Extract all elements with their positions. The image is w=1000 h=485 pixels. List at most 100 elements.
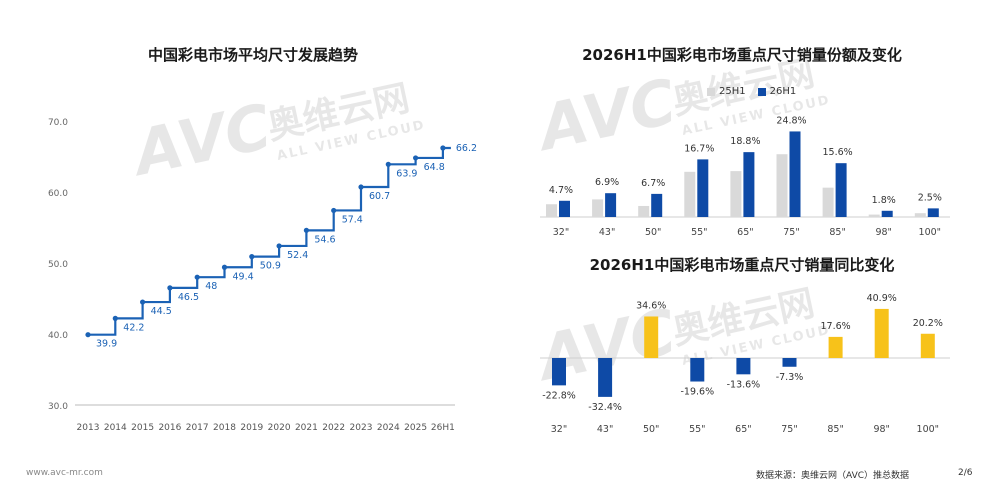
data-label: 46.5 [178,292,199,303]
bar-positive [874,308,889,358]
svg-text:AVC: AVC [528,65,682,166]
data-label: -22.8% [542,390,576,401]
bar-positive [644,316,659,358]
data-label: 1.8% [872,195,896,206]
x-tick-label: 98" [873,424,889,435]
bar-25h1 [822,187,834,217]
x-tick-label: 43" [597,424,613,435]
bar-26h1 [927,208,939,217]
x-tick-label: 50" [643,424,659,435]
data-label: 66.2 [456,143,477,154]
x-tick-label: 43" [599,227,615,238]
data-label: 17.6% [821,321,851,332]
data-label: 16.7% [684,143,714,154]
data-label: 63.9 [396,168,417,179]
legend-swatch-curr [757,87,766,96]
bar-26h1 [697,159,709,217]
chart2-legend: 25H1 26H1 [707,86,796,97]
bar-26h1 [881,210,893,217]
x-tick-label: 2024 [377,423,400,433]
line-point [331,207,337,214]
bar-26h1 [559,200,570,217]
chart1-title: 中国彩电市场平均尺寸发展趋势 [147,46,359,64]
data-label: -19.6% [680,387,714,398]
data-label: 57.4 [342,214,363,225]
data-label: 6.7% [641,178,665,189]
footer-website: www.avc-mr.com [26,468,103,478]
line-point [358,184,364,190]
bar-negative [690,358,705,382]
x-tick-label: 2018 [213,423,236,433]
data-label: -13.6% [727,379,761,390]
bar-26h1 [743,152,755,217]
x-tick-label: 55" [689,424,705,435]
x-tick-label: 2025 [404,423,427,433]
data-label: 2.5% [918,192,942,203]
bar-negative [736,358,751,375]
data-label: 50.9 [260,261,281,272]
data-label: 49.4 [233,271,254,282]
bar-25h1 [638,205,650,217]
line-point [85,332,91,338]
x-tick-label: 65" [735,424,751,435]
footer-source: 数据来源：奥维云网（AVC）推总数据 [756,471,910,481]
x-tick-label: 2021 [295,423,318,433]
chart2-title: 2026H1中国彩电市场重点尺寸销量份额及变化 [582,46,902,64]
line-point [276,243,282,249]
x-tick-label: 75" [781,424,797,435]
bar-negative [552,358,566,386]
x-tick-label: 2014 [104,423,127,433]
line-point [194,274,200,280]
x-tick-label: 85" [827,424,843,435]
x-tick-label: 2022 [322,423,345,433]
x-tick-label: 32" [551,424,567,435]
data-label: 60.7 [369,191,390,202]
y-tick-label: 30.0 [48,402,68,412]
bar-26h1 [651,193,663,217]
data-label: 34.6% [636,300,666,311]
line-series [88,146,451,336]
line-point [112,315,118,321]
bar-negative [598,358,613,397]
x-tick-label: 2015 [131,423,154,433]
line-point [413,155,419,161]
bar-26h1 [605,193,617,217]
data-label: 6.9% [595,177,619,188]
x-tick-label: 32" [553,227,569,238]
x-tick-label: 75" [783,227,799,238]
data-label: 24.8% [776,115,806,126]
x-tick-label: 98" [875,227,891,238]
bar-positive [828,336,843,358]
line-point [221,264,228,270]
y-tick-label: 40.0 [48,331,68,341]
x-tick-label: 2023 [350,423,373,433]
x-tick-label: 2013 [77,423,100,433]
data-label: 4.7% [549,185,573,196]
bar-26h1 [835,163,847,217]
line-point [140,299,146,305]
x-tick-label: 65" [737,227,753,238]
legend-swatch-prev [707,87,715,96]
x-tick-label: 85" [829,227,845,238]
data-label: 64.8 [424,162,445,173]
x-tick-label: 100" [919,227,942,238]
x-tick-label: 55" [691,227,707,238]
bar-25h1 [546,204,557,217]
x-tick-label: 100" [917,424,940,435]
data-label: 44.5 [151,306,172,317]
x-tick-label: 50" [645,227,661,238]
x-tick-label: 2019 [240,423,263,433]
chart3-title: 2026H1中国彩电市场重点尺寸销量同比变化 [589,256,895,274]
x-tick-label: 2016 [158,423,181,433]
data-label: 42.2 [123,322,144,333]
data-label: -7.3% [776,372,804,383]
line-point [249,254,255,260]
legend-item-prev: 25H1 [707,86,746,97]
bar-25h1 [684,171,696,217]
bar-25h1 [914,213,926,217]
bar-negative [782,358,797,367]
bar-25h1 [868,214,880,217]
footer-page-number: 2/6 [958,468,973,478]
